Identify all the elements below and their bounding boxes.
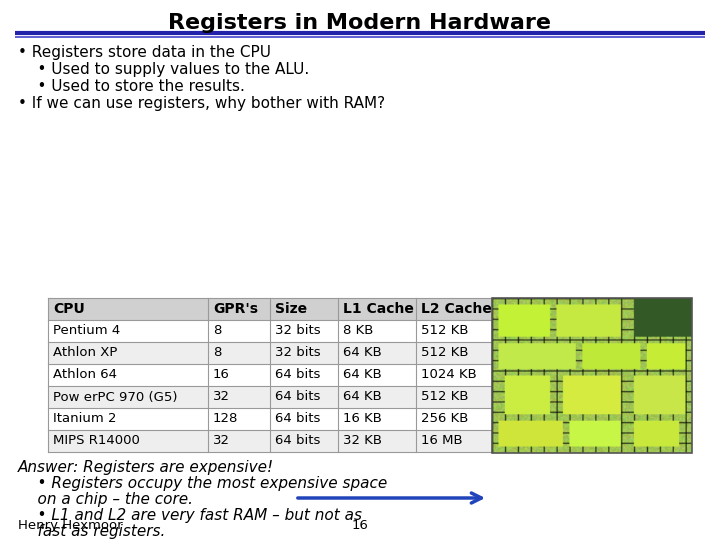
Text: Answer: Registers are expensive!: Answer: Registers are expensive! [18,460,274,475]
Text: CPU: CPU [53,302,85,316]
Bar [492,298,692,453]
Text: 64 KB: 64 KB [343,390,382,403]
Text: 1024 KB: 1024 KB [421,368,477,381]
Text: Size: Size [275,302,307,316]
Bar [48,342,498,364]
Text: L2 Cache: L2 Cache [421,302,492,316]
Bar [48,408,498,430]
Text: Henry Hexmoor: Henry Hexmoor [18,519,122,532]
Bar [48,298,498,320]
Text: • L1 and L2 are very fast RAM – but not as: • L1 and L2 are very fast RAM – but not … [18,508,362,523]
Text: Itanium 2: Itanium 2 [53,413,117,426]
Bar [48,320,498,342]
Text: • If we can use registers, why bother with RAM?: • If we can use registers, why bother wi… [18,96,385,111]
Text: 64 bits: 64 bits [275,435,320,448]
Bar [48,364,498,386]
Text: 512 KB: 512 KB [421,347,469,360]
Text: Pow erPC 970 (G5): Pow erPC 970 (G5) [53,390,178,403]
Text: 8: 8 [213,325,221,338]
Text: 64 KB: 64 KB [343,347,382,360]
Text: 64 KB: 64 KB [343,368,382,381]
Text: L1 Cache: L1 Cache [343,302,414,316]
Text: 64 bits: 64 bits [275,368,320,381]
Text: 32: 32 [213,390,230,403]
Text: 16 MB: 16 MB [421,435,463,448]
Text: 32 KB: 32 KB [343,435,382,448]
Text: 16 KB: 16 KB [343,413,382,426]
Text: Registers in Modern Hardware: Registers in Modern Hardware [168,13,552,33]
Text: 32 bits: 32 bits [275,325,320,338]
Bar [48,430,498,452]
Text: 8 KB: 8 KB [343,325,374,338]
Text: GPR's: GPR's [213,302,258,316]
Text: • Used to store the results.: • Used to store the results. [18,79,245,94]
Text: Pentium 4: Pentium 4 [53,325,120,338]
Text: 16: 16 [213,368,230,381]
Text: • Used to supply values to the ALU.: • Used to supply values to the ALU. [18,62,310,77]
Text: • Registers store data in the CPU: • Registers store data in the CPU [18,45,271,60]
Text: on a chip – the core.: on a chip – the core. [18,492,193,507]
Text: 512 KB: 512 KB [421,325,469,338]
Bar [48,386,498,408]
Text: 256 KB: 256 KB [421,413,469,426]
Text: 128: 128 [213,413,238,426]
Text: 64 bits: 64 bits [275,390,320,403]
FancyArrowPatch shape [298,493,482,503]
Text: 512 KB: 512 KB [421,390,469,403]
Text: 64 bits: 64 bits [275,413,320,426]
Text: MIPS R14000: MIPS R14000 [53,435,140,448]
Text: • Registers occupy the most expensive space: • Registers occupy the most expensive sp… [18,476,387,491]
Text: 8: 8 [213,347,221,360]
Text: Athlon XP: Athlon XP [53,347,117,360]
Text: 16: 16 [351,519,369,532]
Text: 32: 32 [213,435,230,448]
Text: fast as registers.: fast as registers. [18,524,166,539]
Text: Athlon 64: Athlon 64 [53,368,117,381]
Text: 32 bits: 32 bits [275,347,320,360]
